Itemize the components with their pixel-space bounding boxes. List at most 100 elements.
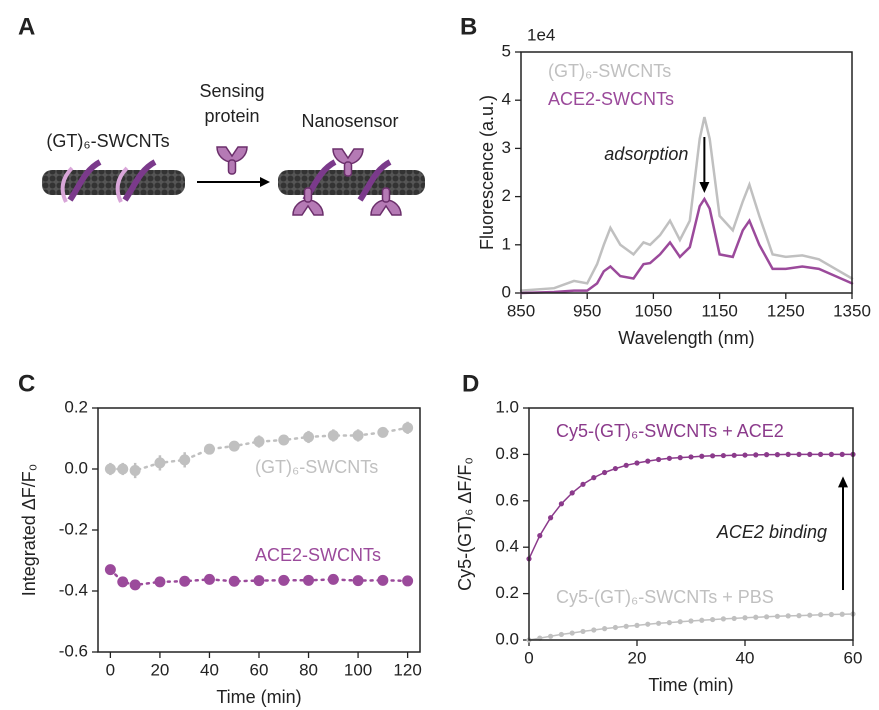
point <box>377 574 389 586</box>
protein-label: Sensing <box>199 81 264 101</box>
point <box>548 515 554 521</box>
point <box>558 501 565 507</box>
y-tick-label: 0.6 <box>495 490 519 509</box>
y-axis-label: Integrated ΔF/F₀ <box>19 464 39 597</box>
point <box>807 612 813 618</box>
point <box>720 452 727 459</box>
y-tick-label: 0.0 <box>495 629 519 648</box>
y-tick-label: 4 <box>502 90 511 109</box>
point <box>645 458 651 464</box>
point <box>677 455 683 461</box>
point <box>710 616 716 623</box>
x-tick-label: 0 <box>106 660 115 679</box>
point <box>537 533 543 539</box>
x-tick-label: 120 <box>393 660 421 679</box>
protein-label: protein <box>204 106 259 126</box>
point <box>278 434 290 446</box>
point <box>327 429 339 441</box>
x-tick-label: 40 <box>736 648 755 667</box>
diagram-a: A (GT)₆-SWCNTs Sensing protein Nanosenso… <box>18 13 425 216</box>
point <box>402 422 414 434</box>
point <box>558 631 565 638</box>
point <box>402 575 414 587</box>
point <box>602 469 608 476</box>
point <box>764 614 770 620</box>
offset-label: 1e4 <box>527 25 555 44</box>
y-tick-label: 3 <box>502 138 511 157</box>
y-tick-label: 0.8 <box>495 444 519 463</box>
x-tick-label: 0 <box>524 648 533 667</box>
x-tick-label: 1350 <box>833 301 871 320</box>
y-tick-label: 2 <box>502 186 511 205</box>
point <box>688 618 694 624</box>
x-axis-label: Wavelength (nm) <box>618 328 754 348</box>
legend-label: ACE2-SWCNTs <box>255 545 381 565</box>
point <box>666 455 673 461</box>
point <box>253 575 265 587</box>
point <box>688 454 694 460</box>
point <box>839 451 845 457</box>
y-tick-label: 0 <box>502 282 511 301</box>
x-axis-label: Time (min) <box>216 687 301 707</box>
y-tick-label: 1 <box>502 234 511 253</box>
y-tick-label: 5 <box>502 41 511 60</box>
point <box>623 462 629 468</box>
point <box>764 452 770 458</box>
legend-label: Cy5-(GT)₆-SWCNTs + PBS <box>556 587 774 607</box>
protein <box>216 146 248 175</box>
point <box>179 575 191 587</box>
series-line <box>528 453 854 560</box>
annotation: adsorption <box>604 144 688 164</box>
series-line <box>519 196 854 295</box>
point <box>129 579 141 591</box>
point <box>580 481 586 487</box>
point <box>129 465 141 477</box>
point <box>154 576 166 588</box>
point <box>548 633 554 639</box>
point <box>634 622 640 628</box>
y-axis-label: Fluorescence (a.u.) <box>477 95 497 250</box>
y-tick-label: 0.0 <box>64 458 88 477</box>
point <box>352 575 364 587</box>
point <box>179 454 191 466</box>
point <box>203 573 215 585</box>
legend-label: (GT)₆-SWCNTs <box>548 61 671 81</box>
y-tick-label: 0.4 <box>495 537 519 556</box>
point <box>839 611 845 617</box>
plot-frame <box>528 407 854 641</box>
panel-label: A <box>18 13 35 40</box>
point <box>753 452 759 458</box>
point <box>591 475 597 481</box>
x-tick-label: 60 <box>844 648 863 667</box>
point <box>666 620 673 626</box>
point <box>352 429 364 441</box>
dna-wrap <box>60 166 129 203</box>
point <box>569 630 575 636</box>
point <box>731 452 737 458</box>
point <box>785 613 791 619</box>
plot-frame <box>97 407 421 653</box>
point <box>720 616 727 622</box>
tube-label: (GT)₆-SWCNTs <box>46 131 169 151</box>
y-tick-label: -0.6 <box>59 641 88 660</box>
point <box>634 460 640 466</box>
annotation: ACE2 binding <box>716 522 827 542</box>
y-tick-label: 1.0 <box>495 397 519 416</box>
product-label: Nanosensor <box>301 111 398 131</box>
point <box>742 452 748 458</box>
point <box>656 456 662 463</box>
point <box>731 615 737 622</box>
x-tick-label: 20 <box>150 660 169 679</box>
x-tick-label: 40 <box>200 660 219 679</box>
plot-frame <box>520 51 853 294</box>
x-tick-label: 1150 <box>701 301 738 320</box>
point <box>656 620 662 626</box>
arrow-head <box>260 177 270 187</box>
point <box>278 574 290 586</box>
series-line <box>519 116 854 292</box>
x-axis-label: Time (min) <box>648 675 733 695</box>
annotation-arrow-head <box>699 182 710 194</box>
point <box>117 463 129 475</box>
point <box>645 621 651 627</box>
point <box>228 440 240 452</box>
